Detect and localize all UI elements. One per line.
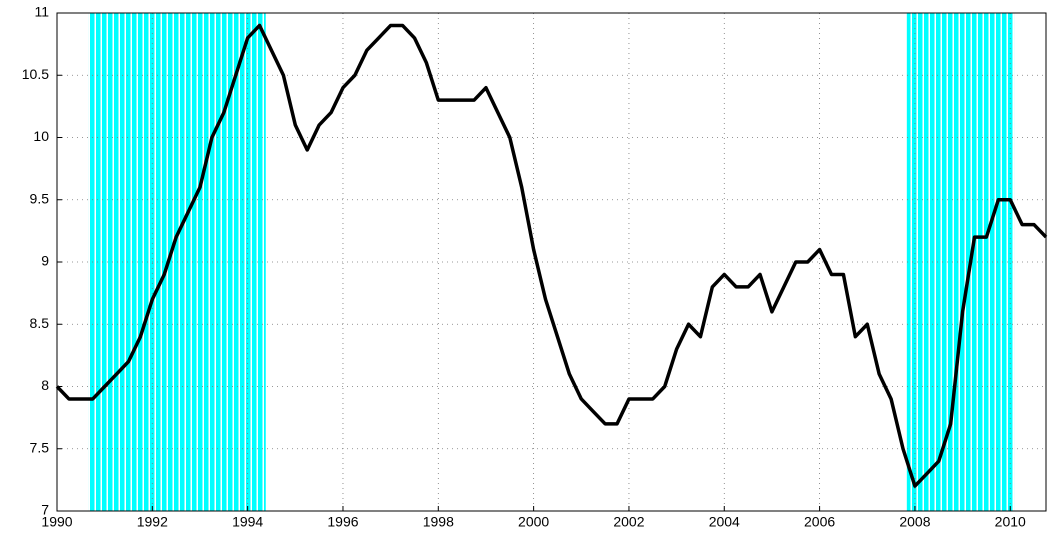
y-tick-label: 9.5 — [30, 190, 50, 206]
y-tick-label: 8.5 — [30, 315, 50, 331]
x-tick-label: 1994 — [232, 514, 263, 530]
y-tick-label: 7.5 — [30, 439, 50, 455]
x-tick-label: 1996 — [327, 514, 358, 530]
x-tick-label: 2008 — [899, 514, 930, 530]
y-tick-label: 10.5 — [22, 66, 49, 82]
x-tick-label: 2000 — [518, 514, 549, 530]
x-tick-label: 1992 — [137, 514, 168, 530]
line-layer — [55, 23, 1048, 488]
y-tick-label: 11 — [34, 4, 49, 20]
shaded-region — [906, 13, 1015, 511]
label-layer: 7 7.5 8 8.5 9 9.5 10 10.5 11 1990 1992 1994 1996 1998… — [22, 4, 1026, 530]
y-tick-label: 7 — [41, 502, 49, 518]
x-tick-label: 2002 — [613, 514, 644, 530]
y-tick-label: 8 — [41, 377, 49, 393]
data-line — [55, 23, 1048, 488]
x-tick-label: 2006 — [804, 514, 835, 530]
y-tick-label: 9 — [41, 253, 49, 269]
x-tick-label: 1990 — [41, 514, 72, 530]
x-tick-label: 1998 — [423, 514, 454, 530]
x-tick-label: 2004 — [709, 514, 740, 530]
x-tick-label: 2010 — [995, 514, 1026, 530]
y-tick-label: 10 — [33, 128, 49, 144]
shade-stripes — [906, 13, 1015, 511]
